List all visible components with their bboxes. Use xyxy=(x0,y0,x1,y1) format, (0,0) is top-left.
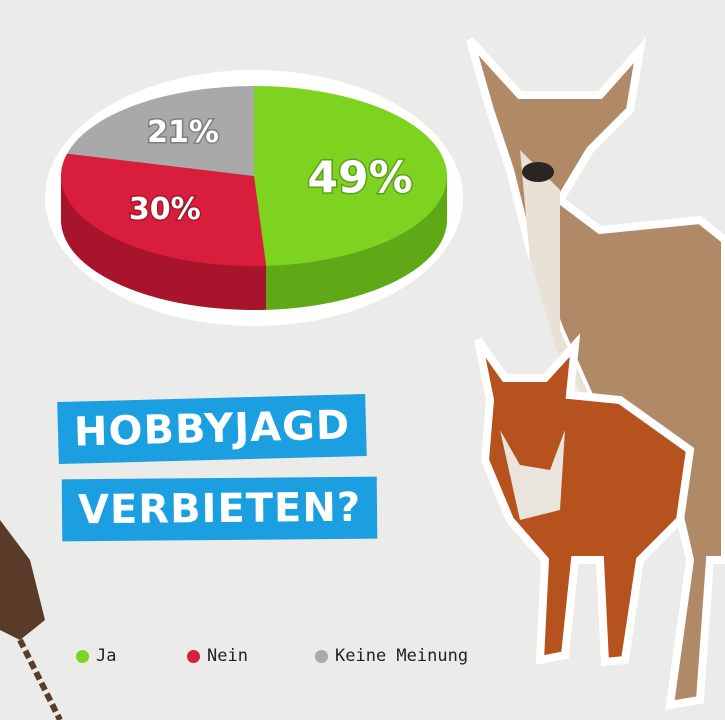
title-line-2: VERBIETEN? xyxy=(61,476,378,542)
pie-slice-ja xyxy=(254,86,448,266)
pie-chart: 49% 30% 21% xyxy=(45,70,463,326)
legend-label-keine-meinung: Keine Meinung xyxy=(335,646,469,666)
legend-dot-keine-meinung xyxy=(315,649,328,663)
legend-item-ja: Ja xyxy=(76,646,116,666)
legend-dot-nein xyxy=(187,649,200,663)
legend-item-keine-meinung: Keine Meinung xyxy=(315,646,468,666)
pie-label-0: 49% xyxy=(307,152,412,203)
pie-slice-nein xyxy=(60,153,267,267)
pie-slice-keine-meinung xyxy=(67,86,255,176)
pie-label-1: 30% xyxy=(129,192,201,227)
pie-label-2: 21% xyxy=(147,115,219,150)
legend-label-nein: Nein xyxy=(207,646,248,666)
title-line-1: HOBBYJAGD xyxy=(57,393,367,465)
legend-label-ja: Ja xyxy=(96,646,117,666)
chain-image xyxy=(0,520,63,720)
legend-dot-ja xyxy=(76,649,89,663)
legend-item-nein: Nein xyxy=(187,646,248,666)
